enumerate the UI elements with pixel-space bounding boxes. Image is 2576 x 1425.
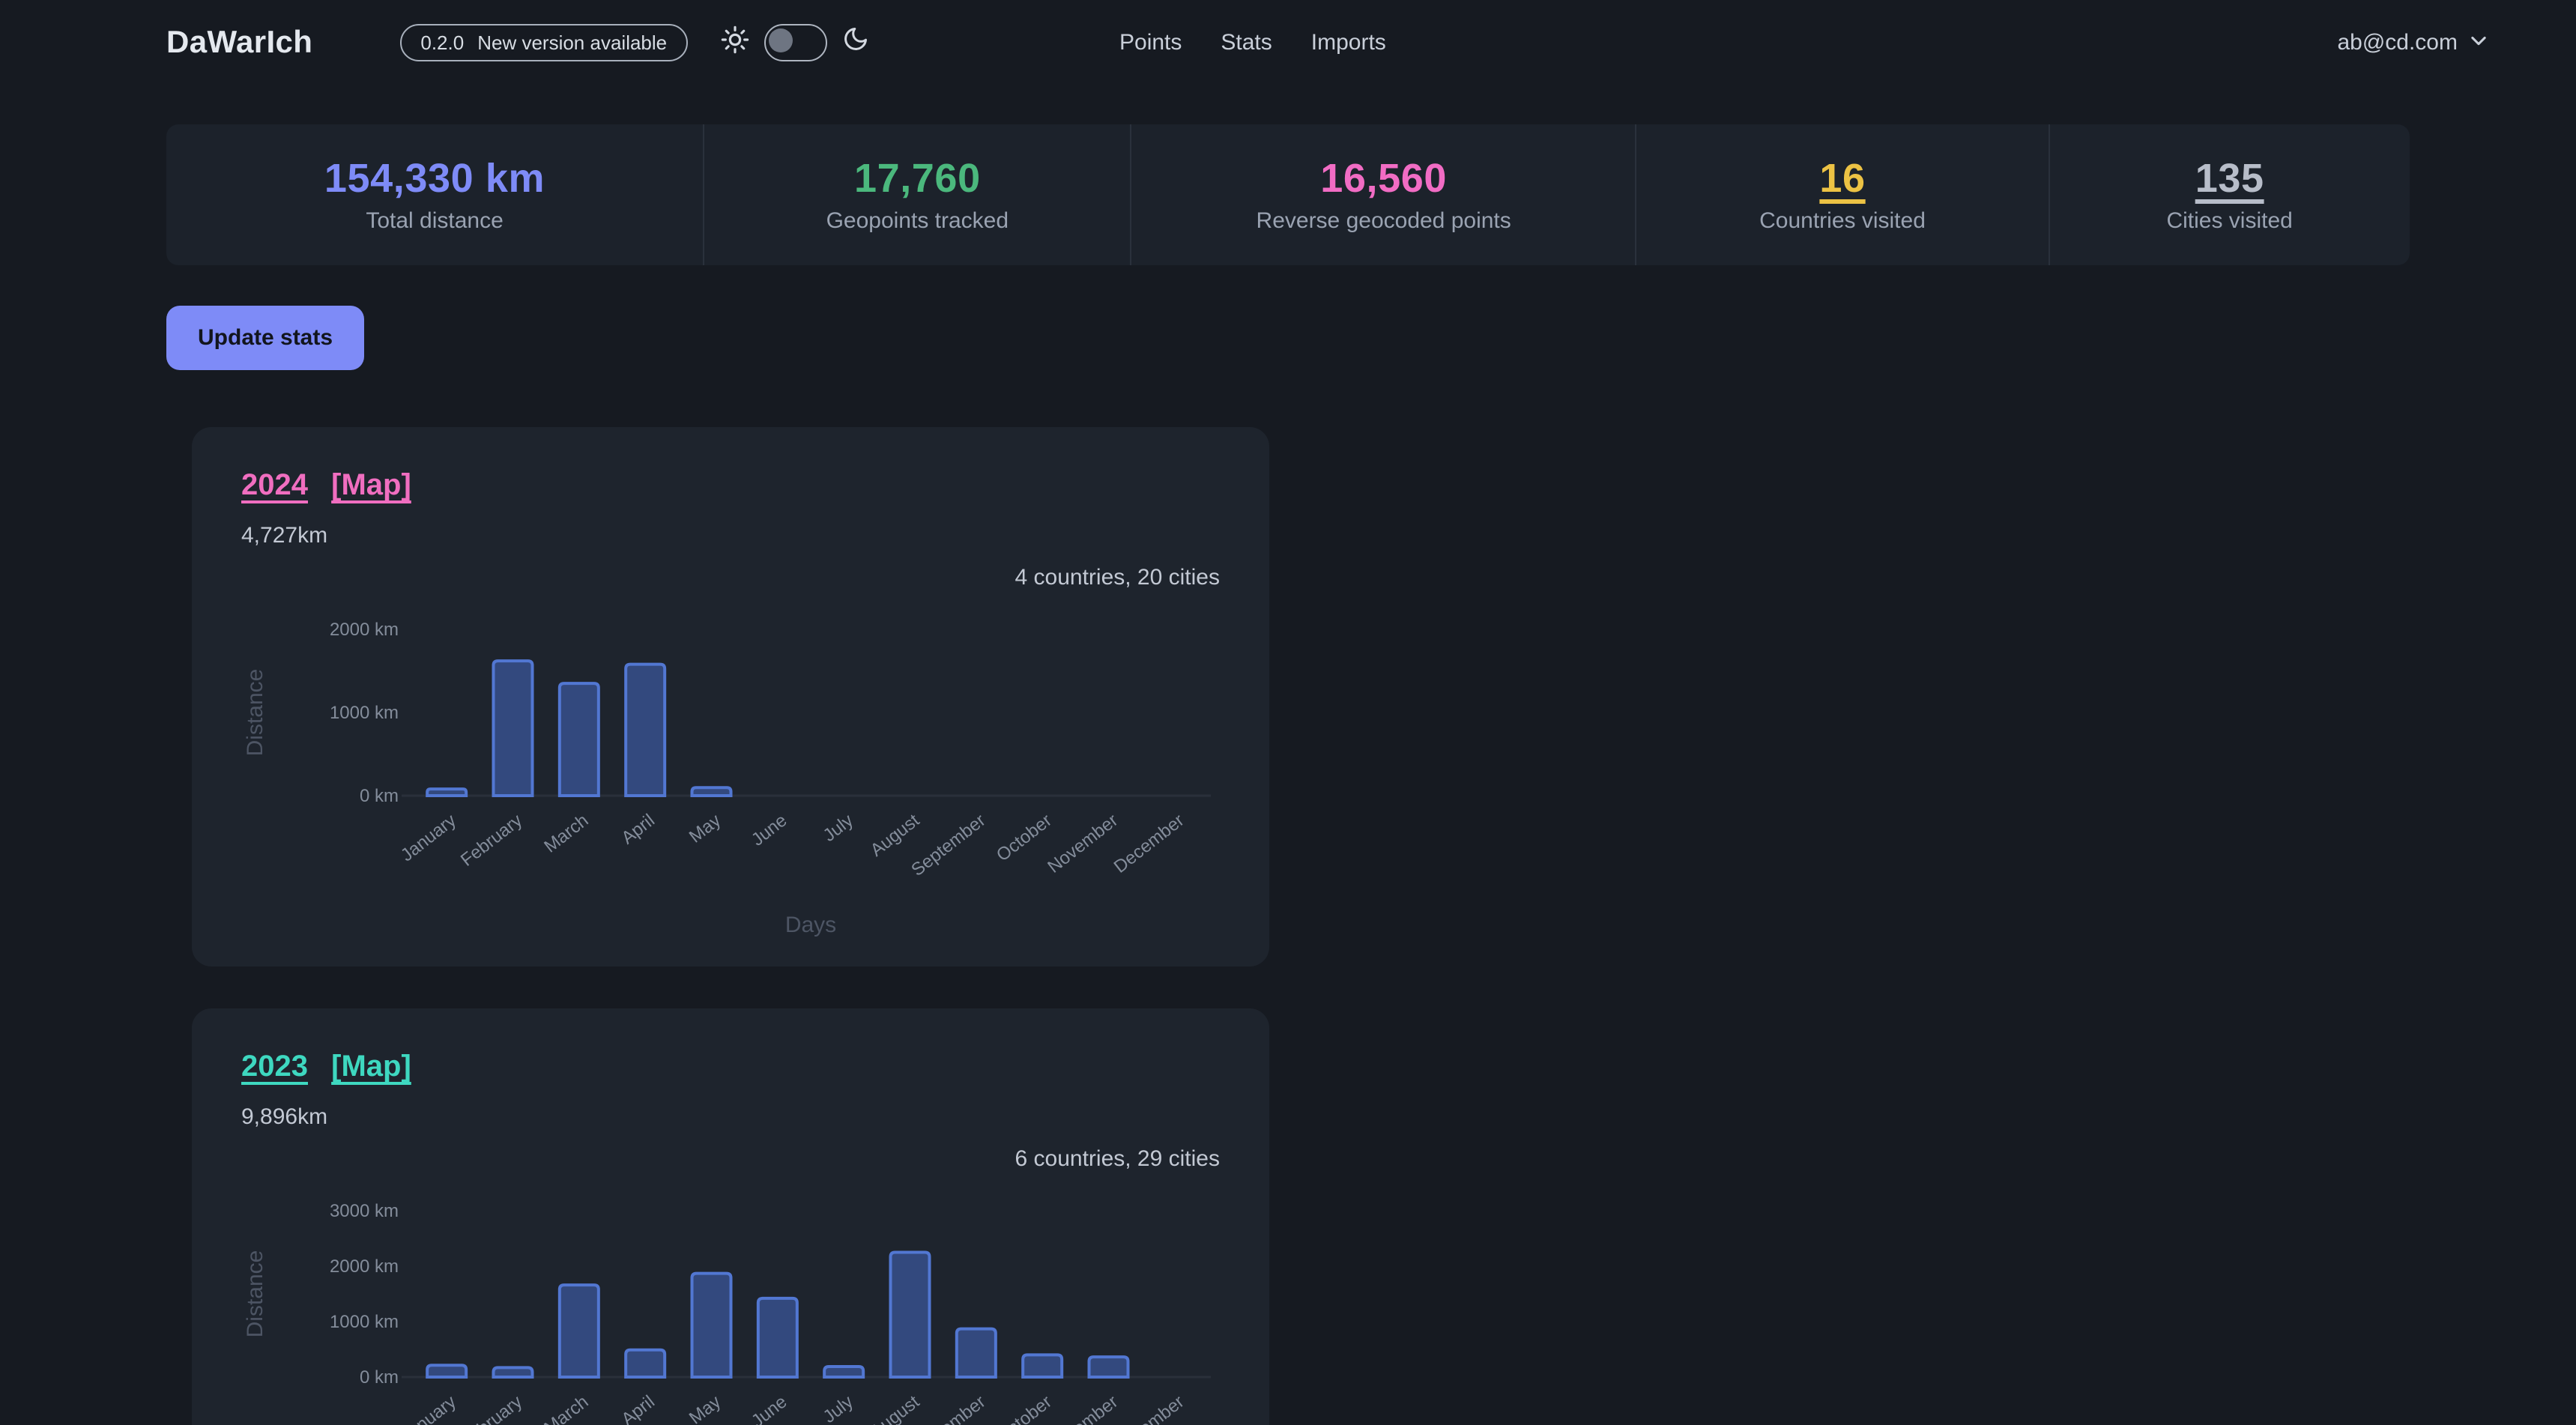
svg-text:Days: Days — [785, 913, 836, 937]
svg-text:1000 km: 1000 km — [330, 703, 399, 723]
svg-text:January: January — [397, 1391, 460, 1425]
update-stats-button[interactable]: Update stats — [166, 306, 365, 370]
svg-text:February: February — [457, 810, 526, 870]
year-distance: 4,727km — [241, 523, 328, 548]
year-link-2024[interactable]: 2024 — [241, 469, 308, 502]
version-message: New version available — [477, 31, 668, 54]
card-title: 2024 [Map] — [241, 469, 1220, 503]
stat-value: 16,560 — [1320, 156, 1448, 201]
svg-text:0 km: 0 km — [360, 1367, 399, 1388]
year-cards-grid: 2024 [Map] 4,727km 4 countries, 20 citie… — [192, 427, 2380, 1425]
stat-reverse-geocoded: 16,560 Reverse geocoded points — [1130, 124, 1636, 265]
svg-text:September: September — [907, 810, 989, 880]
version-badge[interactable]: 0.2.0 New version available — [399, 24, 689, 61]
svg-text:August: August — [867, 810, 924, 860]
main-nav: Points Stats Imports — [1119, 30, 1386, 55]
svg-text:October: October — [993, 1391, 1056, 1425]
svg-text:Distance: Distance — [243, 1250, 267, 1338]
year-distance: 9,896km — [241, 1104, 328, 1130]
year-summary: 4 countries, 20 cities — [1015, 565, 1221, 590]
svg-text:1000 km: 1000 km — [330, 1312, 399, 1332]
svg-text:April: April — [617, 1391, 658, 1425]
user-menu[interactable]: ab@cd.com — [2337, 29, 2489, 56]
svg-text:July: July — [820, 1391, 857, 1425]
svg-text:Distance: Distance — [243, 669, 267, 757]
chevron-down-icon — [2468, 29, 2489, 56]
svg-text:November: November — [1044, 1391, 1122, 1425]
stat-label: Reverse geocoded points — [1256, 208, 1511, 234]
svg-text:April: April — [617, 810, 658, 848]
svg-text:3000 km: 3000 km — [330, 1201, 399, 1221]
svg-text:December: December — [1110, 1391, 1188, 1425]
version-number: 0.2.0 — [420, 31, 465, 54]
stat-value: 17,760 — [853, 156, 981, 201]
cities-visited-link[interactable]: 135 — [2195, 156, 2264, 201]
svg-text:June: June — [748, 1391, 791, 1425]
svg-text:December: December — [1110, 810, 1188, 877]
moon-icon — [842, 25, 869, 60]
stat-value: 154,330 km — [324, 156, 545, 201]
svg-text:June: June — [748, 810, 791, 850]
year-summary: 6 countries, 29 cities — [1015, 1146, 1221, 1172]
distance-bar-chart-2023: Distance 0 km 1000 km 2000 km 3000 km January… — [241, 1175, 1220, 1425]
stat-geopoints: 17,760 Geopoints tracked — [703, 124, 1130, 265]
year-link-2023[interactable]: 2023 — [241, 1050, 308, 1083]
stat-label: Geopoints tracked — [826, 208, 1009, 234]
stat-cities-visited: 135 Cities visited — [2048, 124, 2410, 265]
svg-text:March: March — [540, 1391, 592, 1425]
theme-toggle-knob — [769, 28, 793, 52]
year-card-2024: 2024 [Map] 4,727km 4 countries, 20 citie… — [192, 427, 1269, 966]
distance-bar-chart-2024: Distance 0 km 1000 km 2000 km January Februar… — [241, 593, 1220, 953]
theme-toggle[interactable] — [764, 24, 828, 61]
navbar: DaWarIch 0.2.0 New version available — [0, 0, 2576, 85]
stat-countries-visited: 16 Countries visited — [1635, 124, 2049, 265]
svg-text:2000 km: 2000 km — [330, 620, 399, 640]
svg-text:July: July — [820, 810, 857, 846]
countries-visited-link[interactable]: 16 — [1819, 156, 1866, 201]
map-link-2023[interactable]: [Map] — [331, 1050, 411, 1083]
stat-label: Total distance — [366, 208, 504, 234]
app-logo[interactable]: DaWarIch — [166, 25, 313, 59]
card-title: 2023 [Map] — [241, 1050, 1220, 1085]
svg-text:March: March — [540, 810, 592, 856]
stats-summary-panel: 154,330 km Total distance 17,760 Geopoin… — [166, 124, 2410, 265]
svg-text:November: November — [1044, 810, 1122, 877]
map-link-2024[interactable]: [Map] — [331, 469, 411, 502]
year-card-2023: 2023 [Map] 9,896km 6 countries, 29 citie… — [192, 1008, 1269, 1425]
user-email: ab@cd.com — [2337, 30, 2458, 55]
stat-label: Cities visited — [2166, 208, 2293, 234]
stat-label: Countries visited — [1759, 208, 1926, 234]
svg-text:0 km: 0 km — [360, 786, 399, 806]
sun-icon — [721, 25, 749, 61]
svg-text:October: October — [993, 810, 1056, 865]
stat-total-distance: 154,330 km Total distance — [166, 124, 703, 265]
nav-link-stats[interactable]: Stats — [1221, 30, 1272, 55]
svg-text:May: May — [686, 1391, 725, 1425]
nav-link-imports[interactable]: Imports — [1310, 30, 1386, 55]
svg-text:August: August — [867, 1391, 924, 1425]
svg-text:2000 km: 2000 km — [330, 1256, 399, 1277]
svg-text:May: May — [686, 810, 725, 847]
theme-controls — [721, 24, 869, 61]
svg-text:February: February — [457, 1391, 526, 1425]
svg-text:January: January — [397, 810, 460, 865]
nav-link-points[interactable]: Points — [1119, 30, 1182, 55]
